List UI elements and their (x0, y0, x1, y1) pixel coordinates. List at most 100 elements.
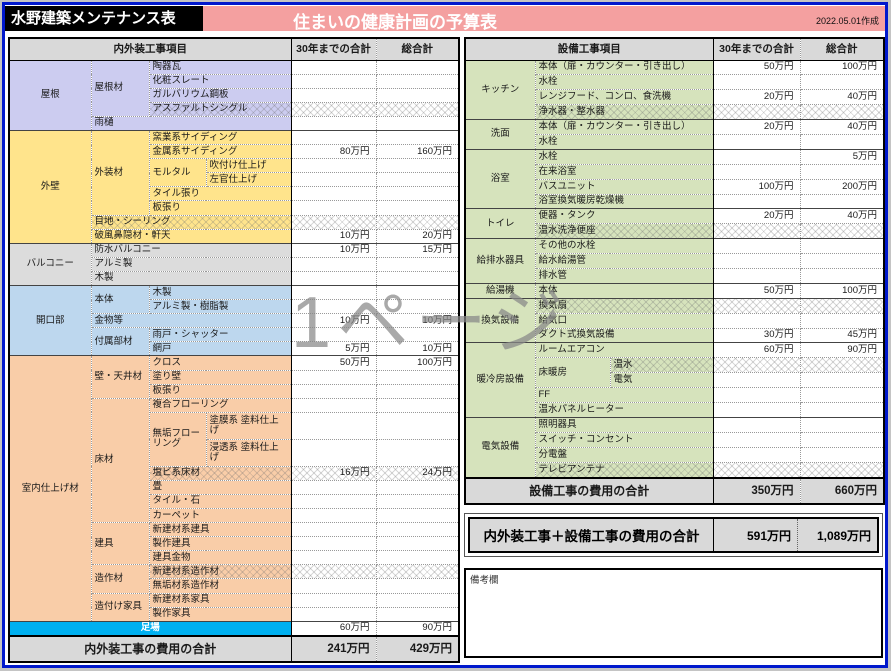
item-cell: 在来浴室 (534, 163, 714, 180)
value-cell-30y (290, 101, 377, 117)
item-cell: 外装材 (90, 129, 150, 216)
value-cell-total: 160万円 (375, 144, 460, 160)
value-cell-30y (290, 564, 377, 580)
value-cell-30y (712, 148, 801, 165)
item-cell: 本体 (534, 282, 714, 299)
value-cell-30y (712, 416, 801, 433)
created-date: 2022.05.01作成 (815, 16, 879, 26)
item-cell: 浴室換気暖房乾燥機 (534, 193, 714, 210)
value-cell-total (375, 115, 460, 131)
item-cell: 新建材系家具 (148, 592, 292, 608)
value-cell-total (375, 550, 460, 566)
value-cell-total (799, 446, 885, 463)
value-cell-total: 100万円 (375, 355, 460, 371)
table-total-label: 設備工事の費用の合計 (464, 477, 714, 505)
table-total-overall: 660万円 (799, 477, 885, 505)
value-cell-30y (290, 383, 377, 399)
item-cell: 新建材系建具 (148, 522, 292, 538)
value-cell-30y: 20万円 (712, 89, 801, 106)
item-cell: 網戸 (148, 341, 292, 357)
item-cell: テレビアンテナ (534, 461, 714, 479)
value-cell-total (799, 416, 885, 433)
value-cell-30y (712, 431, 801, 448)
column-header-total: 総合計 (375, 37, 460, 61)
value-cell-total: 90万円 (375, 620, 460, 637)
value-cell-total: 24万円 (375, 465, 460, 481)
item-cell: 浄水器・整水器 (534, 104, 714, 121)
value-cell-30y: 16万円 (290, 465, 377, 481)
item-cell: クロス (148, 355, 292, 371)
value-cell-total: 40万円 (799, 119, 885, 135)
item-cell: アルミ製 (90, 256, 292, 272)
value-cell-total (799, 223, 885, 240)
interior-exterior-table: 内外装工事項目 30年までの合計 総合計 屋根 屋根材 陶器瓦 化粧スレート ガルバリウム鋼板… (8, 37, 460, 663)
value-cell-total (799, 312, 885, 329)
value-cell-total (375, 101, 460, 117)
value-cell-total (799, 238, 885, 255)
value-cell-total (799, 431, 885, 448)
value-cell-total (375, 592, 460, 608)
category-cell: 浴室 (464, 148, 536, 210)
value-cell-total (375, 564, 460, 580)
value-cell-total (375, 186, 460, 202)
item-cell: 製作家具 (148, 606, 292, 622)
value-cell-30y (290, 87, 377, 103)
value-cell-30y (290, 578, 377, 594)
value-cell-30y (712, 223, 801, 240)
value-cell-30y (712, 267, 801, 284)
table-title-header: 内外装工事項目 (8, 37, 292, 61)
value-cell-30y: 80万円 (290, 144, 377, 160)
item-cell: 本体（扉・カウンター・引き出し） (534, 119, 714, 135)
category-cell: バルコニー (8, 242, 92, 287)
item-cell: 陶器瓦 (148, 59, 292, 75)
value-cell-total: 10万円 (375, 313, 460, 329)
category-cell: 換気設備 (464, 297, 536, 344)
value-cell-30y (290, 270, 377, 287)
value-cell-total: 10万円 (375, 341, 460, 357)
item-cell: 目地・シーリング (90, 214, 292, 230)
value-cell-total: 40万円 (799, 208, 885, 225)
value-cell-total: 40万円 (799, 89, 885, 106)
category-cell: トイレ (464, 208, 536, 240)
table-total-30y: 241万円 (290, 635, 377, 663)
item-cell: 換気扇 (534, 297, 714, 314)
item-cell: 建具 (90, 522, 150, 566)
item-cell: カーペット (148, 507, 292, 524)
category-cell: 屋根 (8, 59, 92, 131)
item-cell: 防水バルコニー (90, 242, 292, 258)
value-cell-total (799, 104, 885, 121)
item-cell: 雨樋 (90, 115, 292, 131)
remarks-box: 備考欄 (464, 568, 883, 658)
item-cell: 水栓 (534, 148, 714, 165)
value-cell-total (375, 411, 460, 440)
value-cell-30y (290, 550, 377, 566)
value-cell-30y (712, 401, 801, 418)
value-cell-30y (290, 606, 377, 622)
item-cell: タイル張り (148, 186, 292, 202)
item-cell: 温水パネルヒーター (534, 401, 714, 418)
value-cell-total (375, 578, 460, 594)
value-cell-30y (712, 253, 801, 269)
grand-total-inner: 内外装工事＋設備工事の費用の合計 591万円 1,089万円 (468, 517, 879, 553)
item-cell: 便器・タンク (534, 208, 714, 225)
value-cell-30y (290, 200, 377, 216)
item-cell: 排水管 (534, 267, 714, 284)
value-cell-total: 90万円 (799, 342, 885, 359)
category-cell: 外壁 (8, 129, 92, 244)
item-cell: 雨戸・シャッター (148, 327, 292, 343)
value-cell-30y (290, 592, 377, 608)
item-cell: その他の水栓 (534, 238, 714, 255)
value-cell-total (799, 297, 885, 314)
item-cell: ダクト式換気設備 (534, 327, 714, 344)
item-cell: 複合フローリング (148, 397, 292, 413)
item-cell: 無垢フローリング (148, 411, 207, 467)
item-cell: 金属系サイディング (148, 144, 292, 160)
value-cell-total (375, 172, 460, 188)
item-cell: バスユニット (534, 178, 714, 195)
value-cell-30y (290, 186, 377, 202)
header-banner: 水野建築メンテナンス表 住まいの健康計画の予算表 2022.05.01作成 (5, 6, 885, 32)
item-cell: 電気 (609, 372, 714, 389)
value-cell-30y: 60万円 (712, 342, 801, 359)
value-cell-30y (712, 297, 801, 314)
